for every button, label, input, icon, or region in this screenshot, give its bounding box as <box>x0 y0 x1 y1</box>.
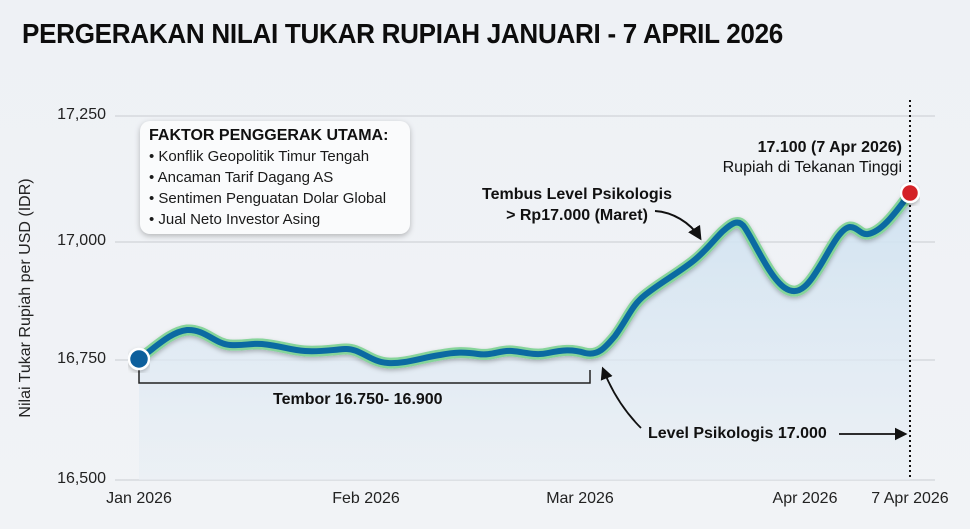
x-tick-feb: Feb 2026 <box>332 490 400 507</box>
range-label: Tembor 16.750- 16.900 <box>273 391 443 408</box>
x-tick-apr: Apr 2026 <box>772 490 838 507</box>
y-tick-16500: 16,500 <box>57 470 106 487</box>
key-factors-box: FAKTOR PENGGERAK UTAMA: • Konflik Geopol… <box>140 121 410 234</box>
key-factors-heading: FAKTOR PENGGERAK UTAMA: <box>149 127 389 144</box>
breakout-annotation: Tembus Level Psikologis > Rp17.000 (Mare… <box>480 184 674 226</box>
factor-item: • Sentimen Penguatan Dolar Global <box>149 190 387 207</box>
y-tick-17000: 17,000 <box>57 232 106 249</box>
x-tick-7apr: 7 Apr 2026 <box>871 490 949 507</box>
psych-level-label: Level Psikologis 17.000 <box>648 425 827 442</box>
breakout-annotation-line2: > Rp17.000 (Maret) <box>506 207 648 224</box>
x-tick-mar: Mar 2026 <box>546 490 614 507</box>
breakout-annotation-line1: Tembus Level Psikologis <box>482 186 672 203</box>
end-value-annotation: 17.100 (7 Apr 2026) Rupiah di Tekanan Ti… <box>723 138 902 178</box>
end-note-text: Rupiah di Tekanan Tinggi <box>722 159 902 176</box>
range-bracket <box>138 370 591 384</box>
x-tick-jan: Jan 2026 <box>106 490 172 507</box>
factor-item: • Konflik Geopolitik Timur Tengah <box>149 148 370 165</box>
factor-item: • Jual Neto Investor Asing <box>149 211 321 228</box>
end-marker <box>899 182 921 204</box>
chart-title: PERGERAKAN NILAI TUKAR RUPIAH JANUARI - … <box>22 18 784 49</box>
breakout-arrow <box>654 210 702 241</box>
y-tick-16750: 16,750 <box>57 350 106 367</box>
y-tick-17250: 17,250 <box>57 106 106 123</box>
factor-item: • Ancaman Tarif Dagang AS <box>149 169 334 186</box>
rate-line <box>136 190 913 367</box>
start-marker <box>127 347 151 371</box>
psych-level-arrow-left <box>600 366 642 429</box>
area-fill <box>139 193 910 480</box>
end-value-text: 17.100 (7 Apr 2026) <box>757 139 902 156</box>
